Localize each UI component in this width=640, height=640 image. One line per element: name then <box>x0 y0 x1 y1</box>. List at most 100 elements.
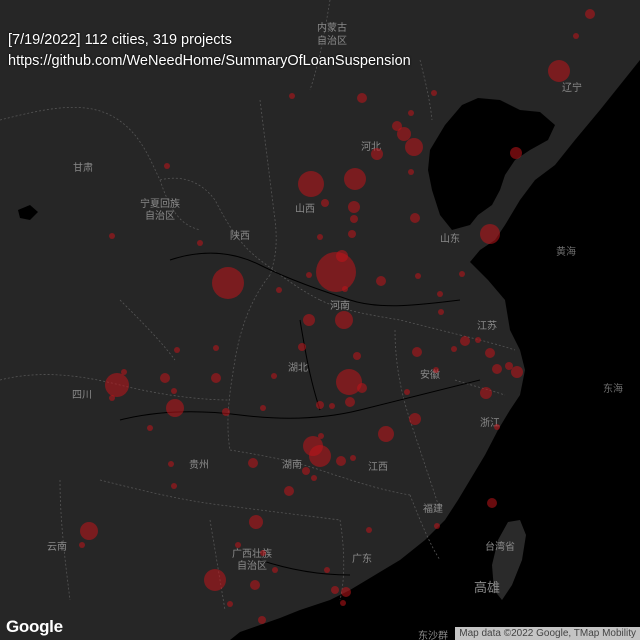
city-marker[interactable] <box>494 424 500 430</box>
city-marker[interactable] <box>227 601 233 607</box>
city-marker[interactable] <box>378 426 394 442</box>
city-marker[interactable] <box>248 458 258 468</box>
city-marker[interactable] <box>348 230 356 238</box>
city-marker[interactable] <box>318 433 324 439</box>
city-marker[interactable] <box>309 445 331 467</box>
city-marker[interactable] <box>336 369 362 395</box>
source-url[interactable]: https://github.com/WeNeedHome/SummaryOfL… <box>8 53 411 69</box>
city-marker[interactable] <box>329 403 335 409</box>
city-marker[interactable] <box>345 397 355 407</box>
city-marker[interactable] <box>397 127 411 141</box>
city-marker[interactable] <box>342 286 348 292</box>
city-marker[interactable] <box>480 224 500 244</box>
city-marker[interactable] <box>492 364 502 374</box>
city-marker[interactable] <box>317 234 323 240</box>
city-marker[interactable] <box>166 399 184 417</box>
city-marker[interactable] <box>316 252 356 292</box>
city-marker[interactable] <box>260 405 266 411</box>
city-marker[interactable] <box>350 215 358 223</box>
city-marker[interactable] <box>212 267 244 299</box>
google-logo[interactable]: Google <box>6 617 63 636</box>
city-marker[interactable] <box>415 273 421 279</box>
city-marker[interactable] <box>341 587 351 597</box>
city-marker[interactable] <box>335 311 353 329</box>
city-marker[interactable] <box>510 147 522 159</box>
city-marker[interactable] <box>324 567 330 573</box>
city-marker[interactable] <box>344 168 366 190</box>
city-marker[interactable] <box>475 337 481 343</box>
city-marker[interactable] <box>213 345 219 351</box>
city-marker[interactable] <box>487 498 497 508</box>
city-marker[interactable] <box>168 461 174 467</box>
city-marker[interactable] <box>271 373 277 379</box>
city-marker[interactable] <box>306 272 312 278</box>
city-marker[interactable] <box>171 483 177 489</box>
city-marker[interactable] <box>321 199 329 207</box>
city-marker[interactable] <box>289 93 295 99</box>
city-marker[interactable] <box>222 408 230 416</box>
city-marker[interactable] <box>485 348 495 358</box>
city-marker[interactable] <box>412 347 422 357</box>
city-marker[interactable] <box>303 314 315 326</box>
city-marker[interactable] <box>171 388 177 394</box>
city-marker[interactable] <box>573 33 579 39</box>
city-marker[interactable] <box>298 343 306 351</box>
city-marker[interactable] <box>147 425 153 431</box>
city-marker[interactable] <box>204 569 226 591</box>
city-marker[interactable] <box>79 542 85 548</box>
city-marker[interactable] <box>548 60 570 82</box>
city-marker[interactable] <box>371 148 383 160</box>
city-marker[interactable] <box>451 346 457 352</box>
city-marker[interactable] <box>284 486 294 496</box>
city-marker[interactable] <box>460 336 470 346</box>
city-marker[interactable] <box>410 213 420 223</box>
city-marker[interactable] <box>366 527 372 533</box>
city-marker[interactable] <box>459 271 465 277</box>
map-attribution[interactable]: Map data ©2022 Google, TMap Mobility <box>455 627 640 640</box>
city-marker[interactable] <box>121 369 127 375</box>
city-marker[interactable] <box>298 171 324 197</box>
city-marker[interactable] <box>80 522 98 540</box>
city-marker[interactable] <box>197 240 203 246</box>
city-marker[interactable] <box>249 515 263 529</box>
city-marker[interactable] <box>311 475 317 481</box>
city-marker[interactable] <box>164 163 170 169</box>
city-marker[interactable] <box>350 455 356 461</box>
city-marker[interactable] <box>302 467 310 475</box>
city-marker[interactable] <box>260 550 266 556</box>
city-marker[interactable] <box>250 580 260 590</box>
city-marker[interactable] <box>174 347 180 353</box>
city-marker[interactable] <box>376 276 386 286</box>
city-marker[interactable] <box>353 352 361 360</box>
city-marker[interactable] <box>404 389 410 395</box>
city-marker[interactable] <box>336 250 348 262</box>
city-marker[interactable] <box>109 233 115 239</box>
city-marker[interactable] <box>409 413 421 425</box>
city-marker[interactable] <box>357 383 367 393</box>
city-marker[interactable] <box>316 401 324 409</box>
city-marker[interactable] <box>331 586 339 594</box>
city-marker[interactable] <box>357 93 367 103</box>
city-marker[interactable] <box>431 90 437 96</box>
city-marker[interactable] <box>109 395 115 401</box>
city-marker[interactable] <box>585 9 595 19</box>
city-marker[interactable] <box>505 362 513 370</box>
city-marker[interactable] <box>480 387 492 399</box>
city-marker[interactable] <box>336 456 346 466</box>
city-marker[interactable] <box>348 201 360 213</box>
city-marker[interactable] <box>392 121 402 131</box>
city-marker[interactable] <box>405 138 423 156</box>
city-marker[interactable] <box>434 523 440 529</box>
city-marker[interactable] <box>437 291 443 297</box>
city-marker[interactable] <box>433 367 439 373</box>
city-marker[interactable] <box>272 567 278 573</box>
city-marker[interactable] <box>408 169 414 175</box>
city-marker[interactable] <box>105 373 129 397</box>
city-marker[interactable] <box>438 309 444 315</box>
city-marker[interactable] <box>276 287 282 293</box>
city-marker[interactable] <box>408 110 414 116</box>
city-marker[interactable] <box>511 366 523 378</box>
city-marker[interactable] <box>211 373 221 383</box>
city-marker[interactable] <box>160 373 170 383</box>
